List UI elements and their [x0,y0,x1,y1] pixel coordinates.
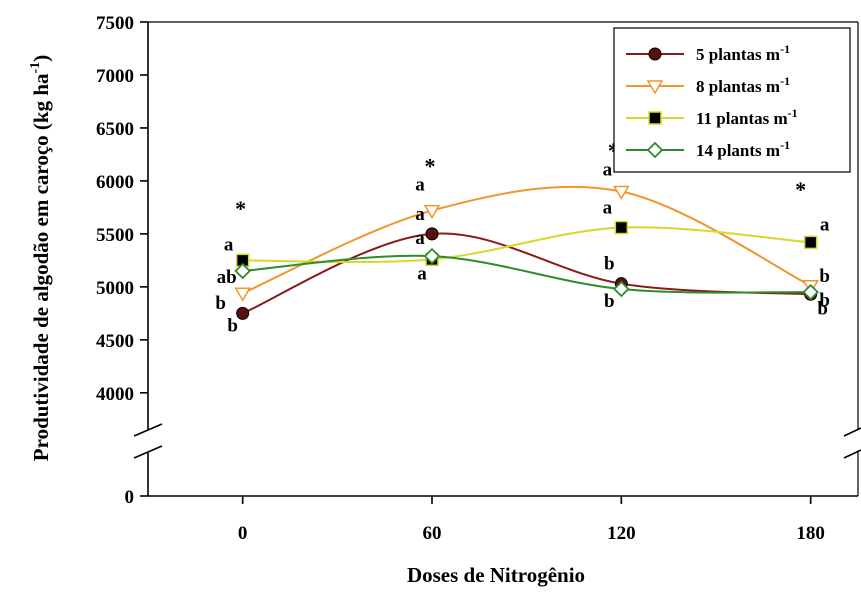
significance-letter: a [415,228,425,249]
data-point [802,283,819,301]
x-axis-title: Doses de Nitrogênio [407,563,585,587]
significance-letter: a [415,204,425,225]
significance-letter: a [224,234,234,255]
y-axis-title: Produtividade de algodão em caroço (kg h… [28,55,53,461]
y-axis-title-main: Produtividade de algodão em caroço (kg h… [29,73,53,461]
legend-marker [648,111,662,125]
series-line-1 [242,232,811,315]
legend-marker [648,47,662,61]
legend-label: 8 plantas m-1 [696,74,790,96]
series-markers [234,185,819,320]
y-tick-label: 4500 [96,331,134,352]
significance-letter: b [819,290,830,311]
legend-label: 11 plantas m-1 [696,106,798,128]
significance-letter: b [604,254,615,275]
legend-label-sup: -1 [788,106,798,120]
x-tick-label: 0 [238,523,248,544]
significance-asterisk: * [608,138,619,163]
data-point [613,280,630,298]
y-tick-label: 4000 [96,384,134,405]
data-point [236,306,250,320]
significance-stars: * * * * [235,138,806,221]
significance-letter: b [817,298,828,319]
legend-label-main: 5 plantas m [696,45,780,64]
legend-label-main: 11 plantas m [696,109,788,128]
data-point [803,235,818,250]
legend-label-sup: -1 [780,74,790,88]
y-tick-label: 0 [125,487,135,508]
y-tick-label: 7000 [96,66,134,87]
significance-letter: a [603,198,613,219]
significance-letter: b [604,291,615,312]
significance-letter: b [227,315,238,336]
legend-label: 14 plants m-1 [696,138,790,160]
axis-break-mark [133,423,163,437]
significance-letter: b [215,293,226,314]
data-point [425,227,439,241]
axis-break-mark [133,445,163,459]
data-point [423,247,441,265]
y-axis-title-sup: -1 [28,62,43,74]
legend-marker [646,141,664,159]
legend-marker [646,80,664,95]
legend-label: 5 plantas m-1 [696,42,790,64]
series-lines [242,185,812,315]
data-point [614,220,629,235]
significance-letter: b [819,266,830,287]
significance-asterisk: * [425,154,436,179]
legend-label-sup: -1 [780,42,790,56]
y-axis-title-close: ) [29,55,53,62]
ticks: 0 4000 4500 5000 5500 6000 6500 7000 7500 0 60 120 1… [96,13,825,544]
legend: 5 plantas m-18 plantas m-111 plantas m-1… [613,27,851,173]
legend-label-main: 8 plantas m [696,77,780,96]
axis-break-mark [843,449,861,459]
x-tick-label: 60 [423,523,442,544]
y-tick-label: 6000 [96,172,134,193]
data-point [234,262,251,280]
x-tick-label: 180 [796,523,825,544]
data-point [234,287,251,302]
series-line-2 [242,185,812,295]
axis-break-mark [843,427,861,437]
axes [133,21,861,497]
data-point [613,185,630,201]
x-tick-label: 120 [607,523,636,544]
legend-label-sup: -1 [780,138,790,152]
data-point [423,204,441,220]
y-tick-label: 7500 [96,13,134,34]
significance-letter: a [820,214,830,235]
y-tick-label: 5500 [96,225,134,246]
significance-asterisk: * [795,177,806,202]
series-line-4 [242,254,811,294]
y-tick-label: 5000 [96,278,134,299]
significance-letter: a [415,175,425,196]
significance-letter: a [417,263,427,284]
significance-letter: a [603,160,613,181]
legend-label-main: 14 plants m [696,141,780,160]
y-tick-label: 6500 [96,119,134,140]
series-line-3 [242,226,811,264]
significance-letter: ab [217,267,237,288]
significance-asterisk: * [235,196,246,221]
